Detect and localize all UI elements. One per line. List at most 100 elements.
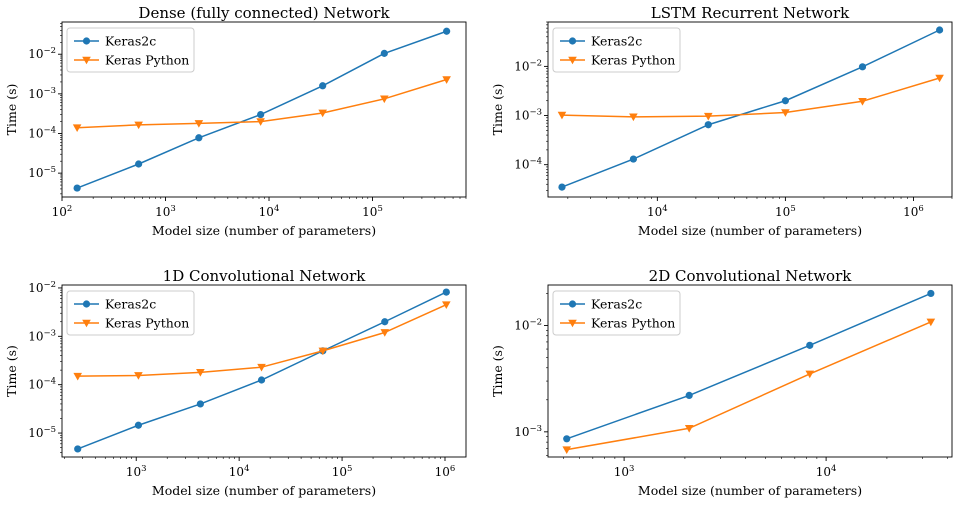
data-point <box>442 301 451 310</box>
y-tick-label-exp: −3 <box>529 108 542 118</box>
y-axis-label: Time (s) <box>4 84 19 136</box>
x-tick-label-exp: 6 <box>918 204 923 214</box>
y-tick-label-exp: −2 <box>529 58 542 68</box>
x-tick-label: 106 <box>903 204 924 219</box>
y-tick-label-exp: −5 <box>43 165 56 175</box>
chart-title: 2D Convolutional Network <box>649 267 853 285</box>
chart-title: LSTM Recurrent Network <box>651 4 850 22</box>
data-point <box>381 318 389 326</box>
x-tick-label: 106 <box>435 464 456 479</box>
y-tick-label-base: 10 <box>514 425 529 439</box>
y-tick-label: 10−4 <box>514 157 542 172</box>
legend-marker <box>568 37 577 45</box>
x-tick-label: 104 <box>259 204 280 219</box>
x-tick-label-exp: 6 <box>450 464 455 474</box>
legend-box <box>552 290 681 336</box>
legend-label: Keras Python <box>105 316 189 331</box>
data-point <box>196 369 205 377</box>
plot-frame <box>547 21 953 198</box>
x-tick-label-exp: 3 <box>629 464 634 474</box>
data-point <box>927 289 935 298</box>
y-tick-label: 10−2 <box>514 58 542 73</box>
x-axis-label: Model size (number of parameters) <box>638 483 862 498</box>
x-tick-label-exp: 2 <box>67 204 72 214</box>
y-tick-label-base: 10 <box>28 281 43 295</box>
legend-label: Keras2c <box>105 34 156 49</box>
data-point <box>318 109 327 118</box>
y-tick-label-exp: −4 <box>529 157 542 167</box>
series-keras-python <box>557 74 944 122</box>
x-tick-label-exp: 5 <box>377 204 382 214</box>
plot-frame <box>61 284 467 458</box>
minor-ticks <box>546 21 953 199</box>
data-point <box>443 27 451 35</box>
x-tick-label-base: 10 <box>155 205 170 219</box>
minor-ticks <box>60 289 441 459</box>
data-point <box>442 288 450 296</box>
data-point <box>319 82 327 90</box>
y-tick-label: 10−4 <box>28 377 56 392</box>
y-axis-label: Time (s) <box>490 345 505 397</box>
x-axis-label: Model size (number of parameters) <box>152 483 376 498</box>
data-point <box>781 109 790 117</box>
legend-item-keras2c: Keras2c <box>560 297 642 312</box>
x-axis-label: Model size (number of parameters) <box>638 223 862 238</box>
data-point <box>256 118 265 126</box>
data-point <box>72 124 82 133</box>
y-tick-label-exp: −3 <box>43 328 56 338</box>
legend-item-keras-python: Keras Python <box>560 53 675 68</box>
legend-marker <box>568 300 577 308</box>
x-tick-label-base: 10 <box>259 205 274 219</box>
x-tick-label: 104 <box>816 464 837 479</box>
x-axis-label: Model size (number of parameters) <box>152 223 376 238</box>
data-point <box>196 400 204 408</box>
data-point <box>563 435 571 443</box>
y-tick-label-base: 10 <box>28 378 43 392</box>
x-tick-label: 102 <box>52 204 73 219</box>
series-keras2c <box>563 289 935 443</box>
y-tick-label-base: 10 <box>28 166 43 180</box>
x-tick-label: 104 <box>229 464 250 479</box>
data-point <box>557 111 567 120</box>
data-point <box>781 97 789 105</box>
y-tick-label: 10−2 <box>28 280 56 295</box>
series-keras2c <box>73 27 451 192</box>
x-tick-label-exp: 5 <box>790 204 795 214</box>
x-tick-label-base: 10 <box>52 205 67 219</box>
legend-item-keras-python: Keras Python <box>74 316 189 331</box>
x-tick-label-exp: 4 <box>831 464 836 474</box>
data-point <box>858 63 867 71</box>
data-point <box>73 372 83 381</box>
y-tick-label-base: 10 <box>514 109 529 123</box>
x-tick-label-exp: 3 <box>170 204 175 214</box>
series-keras-python <box>72 76 451 133</box>
legend-marker <box>82 319 91 328</box>
x-tick-label: 104 <box>647 204 668 219</box>
data-point <box>935 26 944 34</box>
x-tick-label-base: 10 <box>647 205 662 219</box>
x-tick-label: 105 <box>362 204 383 219</box>
data-point <box>194 120 204 128</box>
chart-title: 1D Convolutional Network <box>163 267 367 285</box>
legend-item-keras2c: Keras2c <box>74 34 156 49</box>
x-tick-label-base: 10 <box>229 465 244 479</box>
data-point <box>134 121 143 130</box>
y-tick-label-exp: −2 <box>529 317 542 327</box>
y-tick-label-base: 10 <box>28 329 43 343</box>
data-point <box>805 370 815 379</box>
data-point <box>380 329 390 337</box>
x-tick-label-base: 10 <box>332 465 347 479</box>
x-tick-label: 103 <box>614 464 635 479</box>
series-keras2c <box>558 26 944 191</box>
y-tick-label: 10−5 <box>28 165 56 180</box>
data-point <box>935 74 944 83</box>
y-axis-label: Time (s) <box>490 84 505 136</box>
series-line <box>566 292 932 440</box>
y-tick-label-base: 10 <box>28 126 43 140</box>
data-point <box>380 49 388 57</box>
data-point <box>704 121 712 129</box>
legend-box <box>66 27 195 73</box>
